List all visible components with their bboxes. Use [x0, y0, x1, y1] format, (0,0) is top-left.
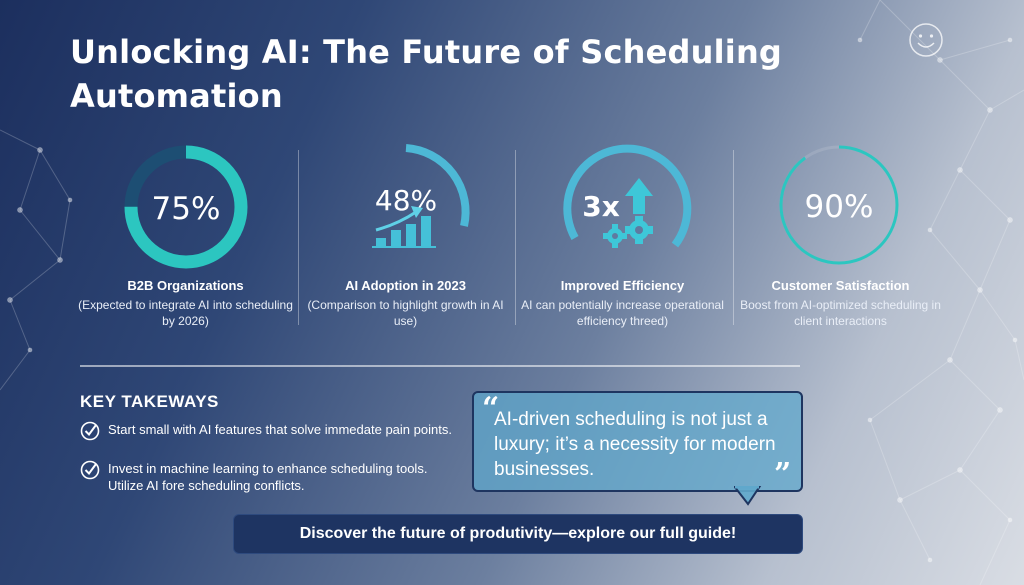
stat-label: Customer Satisfaction [771, 278, 910, 293]
takeaway-item: Invest in machine learning to enhance sc… [80, 460, 460, 494]
smiley-icon [909, 23, 943, 57]
stat-desc: Boost from AI-optimized scheduling in cl… [740, 298, 941, 328]
divider [298, 150, 299, 325]
stat-value: 90% [805, 189, 874, 225]
stat-label: Improved Efficiency [560, 278, 685, 293]
progress-ring-75: 75% [124, 145, 248, 269]
stat-label: B2B Organizations [127, 278, 244, 293]
quote-open-mark: “ [482, 391, 500, 426]
stat-ai-adoption: 48% AI Adoption in 2023 (Comparison to h… [298, 140, 513, 328]
stat-desc: (Comparison to highlight growth in AI us… [307, 298, 504, 328]
stat-label: AI Adoption in 2023 [345, 278, 466, 293]
explore-guide-button[interactable]: Discover the future of produtivity—explo… [233, 514, 803, 554]
divider [515, 150, 516, 325]
quote-box: “ AI-driven scheduling is not just a lux… [472, 391, 803, 492]
stat-value: 75% [152, 191, 221, 227]
stat-improved-efficiency: 3x Improved Efficiency AI can potentiall… [515, 140, 730, 328]
quote-close-mark: ” [774, 457, 792, 492]
check-circle-icon [80, 421, 100, 441]
growth-bar-chart-icon: 48% [372, 144, 470, 248]
section-divider [80, 365, 800, 367]
takeaway-text: Start small with AI features that solve … [108, 422, 452, 437]
check-circle-icon [80, 460, 100, 480]
speech-bubble-tail [734, 486, 762, 506]
stat-b2b-organizations: 75% B2B Organizations (Expected to integ… [78, 140, 293, 328]
stat-value: 3x [582, 190, 620, 223]
stat-customer-satisfaction: 90% Customer Satisfaction Boost from AI-… [733, 140, 948, 328]
takeaway-text: Invest in machine learning to enhance sc… [108, 461, 428, 493]
stat-desc: (Expected to integrate AI into schedulin… [78, 298, 293, 328]
takeaway-item: Start small with AI features that solve … [80, 421, 460, 441]
divider [733, 150, 734, 325]
progress-ring-90: 90% [779, 145, 899, 265]
quote-text: AI-driven scheduling is not just a luxur… [494, 409, 776, 480]
stat-value: 48% [375, 184, 437, 217]
stat-desc: AI can potentially increase operational … [521, 298, 724, 328]
gears-arrow-up-icon: 3x [563, 144, 692, 248]
page-title: Unlocking AI: The Future of Scheduling A… [70, 33, 783, 115]
key-takeaways-title: KEY TAKEWAYS [80, 392, 219, 411]
